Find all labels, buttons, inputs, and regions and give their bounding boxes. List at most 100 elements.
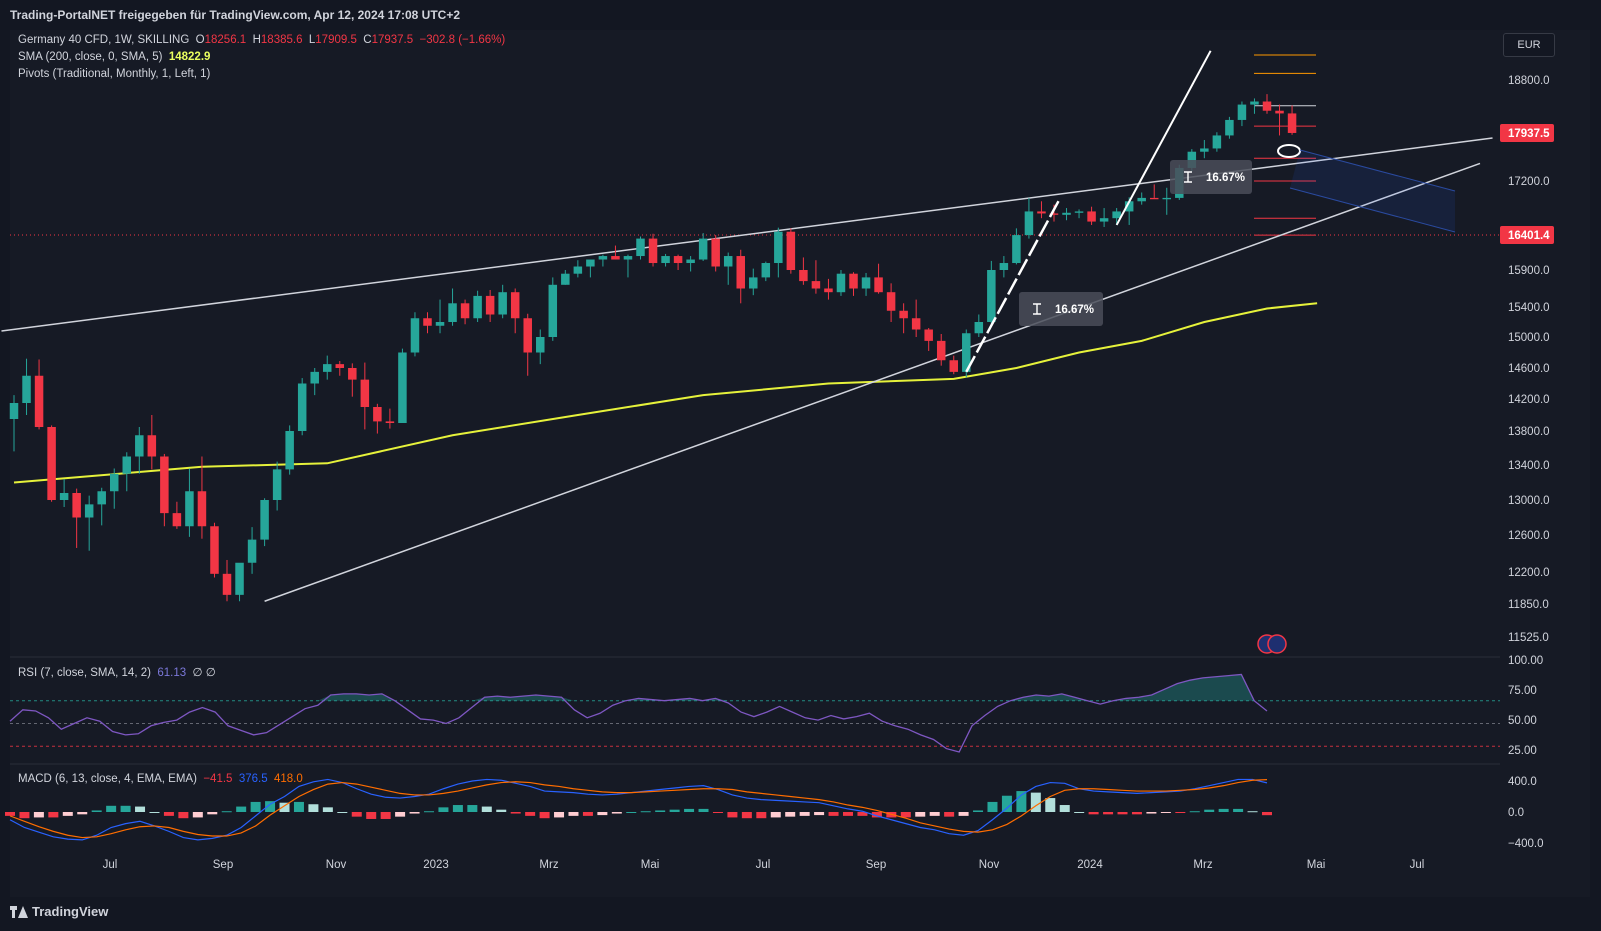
candle — [949, 360, 958, 372]
candle — [109, 473, 119, 492]
axes: 18800.0 17200.0 15900.0 15400.0 15000.0 14600… — [103, 75, 1554, 871]
macd-legend[interactable]: MACD (6, 13, close, 4, EMA, EMA) −41.5 3… — [18, 773, 303, 785]
rsi-tick-label: 50.00 — [1508, 715, 1537, 727]
candle — [611, 256, 620, 260]
ohlc-close-value: 17937.5 — [371, 34, 414, 46]
price-tick-label: 11525.0 — [1508, 632, 1549, 644]
macd-hist-bar — [510, 812, 521, 814]
candle — [561, 273, 570, 285]
candle — [824, 288, 833, 293]
candle — [598, 256, 608, 260]
candle — [1137, 197, 1146, 202]
candle — [398, 352, 407, 423]
macd-hist-bar — [467, 805, 478, 812]
sma-value: 14822.9 — [168, 51, 211, 63]
price-tick-label: 13000.0 — [1508, 495, 1550, 507]
candle — [661, 256, 670, 264]
macd-label: MACD (6, 13, close, 4, EMA, EMA) — [18, 773, 197, 785]
ohlc-close-label: C — [363, 34, 372, 46]
macd-hist-bar — [1146, 812, 1157, 814]
candle — [1074, 211, 1084, 213]
macd-hist-bar — [655, 810, 666, 812]
candle — [373, 407, 382, 422]
candle — [523, 318, 532, 353]
rsi-legend[interactable]: RSI (7, close, SMA, 14, 2) 61.13 ∅ ∅ — [18, 665, 216, 679]
macd-hist-bar — [1030, 792, 1041, 812]
macd-hist-bar — [337, 812, 348, 813]
measure-label-box — [1019, 292, 1103, 326]
pivots-legend[interactable]: Pivots (Traditional, Monthly, 1, Left, 1… — [18, 68, 210, 80]
rsi-overbought-fill — [317, 674, 1255, 701]
ohlc-change: −302.8 (−1.66%) — [419, 34, 506, 46]
candle — [573, 266, 583, 274]
candle — [999, 263, 1009, 270]
tradingview-logo[interactable]: TradingView — [10, 904, 108, 919]
macd-hist-bar — [1233, 808, 1244, 812]
macd-hist-value: −41.5 — [203, 773, 233, 785]
rsi-tick-label: 25.00 — [1508, 745, 1537, 757]
candle — [811, 281, 821, 289]
tradingview-logo-icon — [10, 905, 28, 918]
candle — [1187, 151, 1197, 168]
tradingview-logo-text: TradingView — [32, 904, 109, 919]
measure-icon — [1184, 171, 1192, 183]
candle — [723, 256, 733, 267]
macd-hist-bar — [1131, 812, 1142, 815]
candle — [686, 259, 695, 264]
candle — [348, 368, 357, 380]
macd-hist-bar — [712, 812, 723, 813]
candle — [59, 493, 69, 500]
candle — [272, 469, 282, 500]
candle — [924, 329, 933, 341]
rsi-value: 61.13 — [157, 667, 187, 679]
candle — [536, 337, 545, 353]
currency-button[interactable]: EUR — [1503, 33, 1555, 57]
macd-hist-bar — [62, 812, 73, 816]
chart-frame[interactable] — [10, 30, 1590, 897]
candle — [861, 277, 871, 289]
time-tick-label: 2023 — [423, 859, 449, 871]
sma-legend[interactable]: SMA (200, close, 0, SMA, 5) 14822.9 — [18, 51, 210, 63]
macd-hist-bar — [611, 812, 622, 814]
ohlc-low-label: L — [308, 34, 316, 46]
candle — [485, 295, 495, 315]
ohlc-high-label: H — [252, 34, 261, 46]
candle — [786, 231, 796, 270]
time-tick-label: Nov — [326, 859, 347, 871]
time-tick-label: Jul — [756, 859, 771, 871]
candle — [423, 318, 432, 326]
candle — [97, 491, 106, 505]
candle — [410, 318, 420, 353]
macd-hist-bar — [871, 812, 882, 818]
rally-line-1 — [965, 197, 1062, 373]
macd-hist-bar — [669, 809, 680, 812]
macd-hist-bar — [597, 812, 608, 816]
candle — [586, 259, 595, 267]
candle — [548, 284, 558, 337]
macd-hist-bar — [915, 812, 926, 817]
ohlc-open-value: 18256.1 — [204, 34, 247, 46]
candle — [1099, 218, 1109, 222]
candle — [385, 421, 395, 423]
candle — [147, 435, 157, 457]
candle — [1012, 235, 1021, 264]
macd-hist-bar — [1045, 798, 1056, 812]
rsi-label: RSI (7, close, SMA, 14, 2) — [18, 667, 151, 679]
candle — [1149, 197, 1159, 200]
macd-hist-bar — [163, 812, 174, 816]
circle-marker — [1277, 144, 1301, 158]
macd-hist-bar — [843, 812, 853, 816]
macd-hist-bar — [452, 805, 463, 812]
candle — [72, 493, 81, 518]
macd-hist-bar — [424, 811, 434, 813]
macd-hist-bar — [120, 805, 131, 812]
candle — [460, 303, 470, 319]
macd-hist-bar — [380, 812, 391, 819]
macd-hist-bar — [33, 812, 44, 818]
candle — [448, 303, 457, 322]
macd-hist-bar — [149, 812, 160, 813]
macd-signal-value: 418.0 — [274, 773, 303, 785]
candle — [962, 333, 971, 372]
macd-hist-bar — [727, 812, 738, 818]
